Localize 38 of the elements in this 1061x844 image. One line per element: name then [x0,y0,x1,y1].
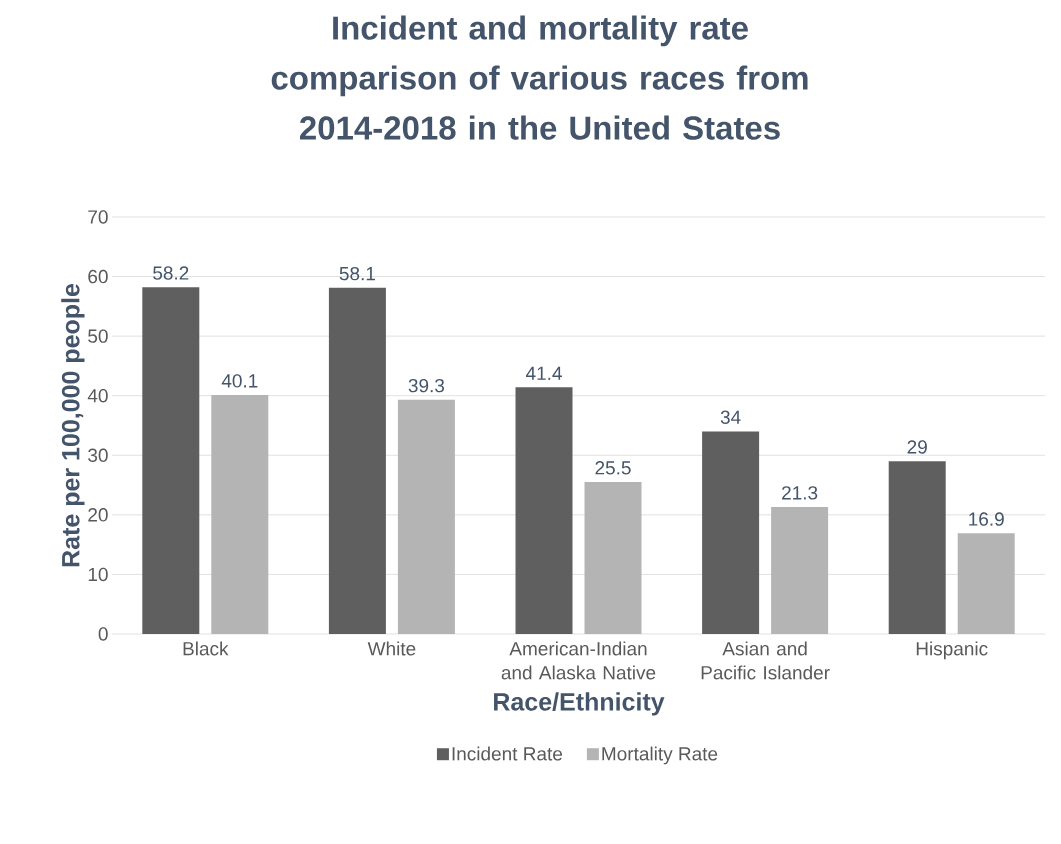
y-tick-label: 60 [88,269,108,284]
data-label: 58.2 [153,266,189,280]
bar [771,507,829,634]
chart-title: Incident and mortality rate comparison of various races from 2014-2018 in the United States [271,15,808,140]
y-axis-title: Rate per 100,000 people [61,283,85,567]
x-tick-label: Black [183,641,229,656]
y-tick-label: 40 [87,388,108,403]
bar [957,533,1015,634]
bar [888,461,946,634]
data-label: 39.3 [408,378,445,393]
y-tick-label: 0 [98,627,108,641]
x-tick-label: White [367,641,416,656]
bar [397,399,455,634]
data-label: 16.9 [969,512,1004,526]
x-tick-label: American-Indian and Alaska Native [501,641,656,680]
y-tick-label: 10 [88,567,108,582]
y-tick-label: 70 [88,210,108,224]
y-tick-label: 20 [88,508,108,522]
data-label: 58.1 [339,266,375,281]
x-axis-title: Race/Ethnicity [494,692,665,716]
data-label: 41.4 [525,366,562,380]
bar [211,395,269,634]
legend-label: Incident Rate [452,746,563,761]
data-label: 34 [720,410,741,424]
bar [584,482,642,634]
x-tick-label: Asian and Pacific Islander [701,641,830,680]
bar [142,287,200,634]
y-tick-label: 50 [88,329,108,343]
legend-label: Mortality Rate [602,746,718,765]
data-label: 29 [907,440,927,454]
data-label: 40.1 [221,374,258,388]
bar [515,387,573,634]
x-tick-label: Hispanic [916,641,988,660]
y-tick-label: 30 [88,448,108,462]
bar [702,431,760,634]
bar [328,287,386,634]
data-label: 25.5 [595,461,631,475]
data-label: 21.3 [782,486,818,500]
